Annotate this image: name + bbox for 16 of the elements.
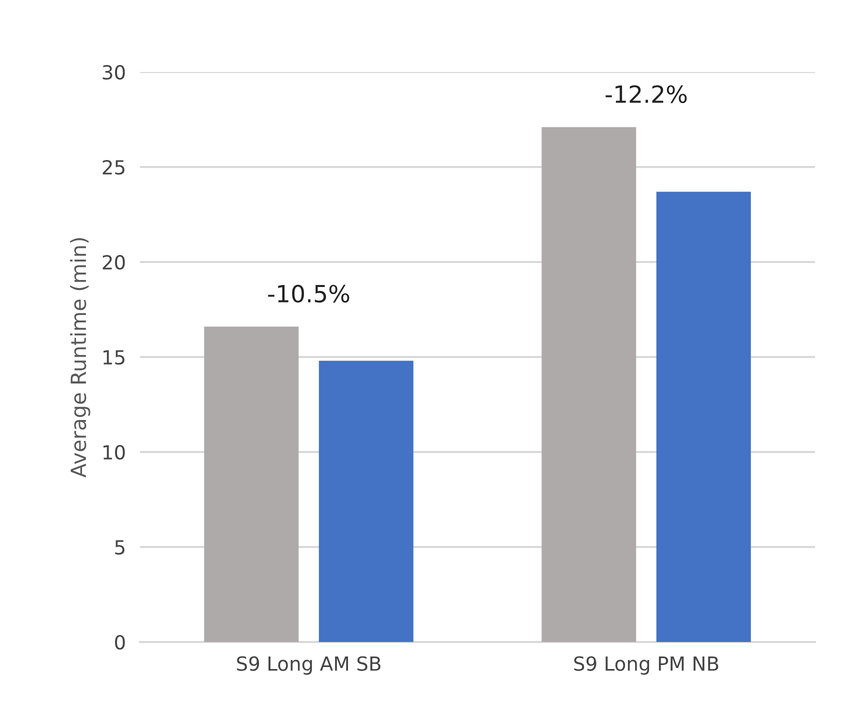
x-tick-label: S9 Long PM NB [574, 656, 718, 675]
annotation: -12.2% [606, 85, 687, 104]
y-tick-label: 5 [115, 540, 124, 555]
x-tick-label: S9 Long AM SB [236, 656, 380, 675]
bar [656, 192, 751, 642]
y-tick-label: 25 [102, 160, 124, 175]
y-tick-label: 0 [115, 634, 125, 650]
bar [542, 127, 636, 642]
y-tick-label: 30 [102, 64, 125, 80]
y-tick-label: 20 [102, 254, 125, 270]
bar [204, 326, 299, 642]
annotation: -10.5% [268, 284, 350, 303]
y-axis-title: Average Runtime (min) [70, 238, 90, 478]
y-tick-label: 10 [104, 444, 125, 460]
bar [318, 360, 414, 642]
y-tick-label: 15 [104, 350, 124, 365]
